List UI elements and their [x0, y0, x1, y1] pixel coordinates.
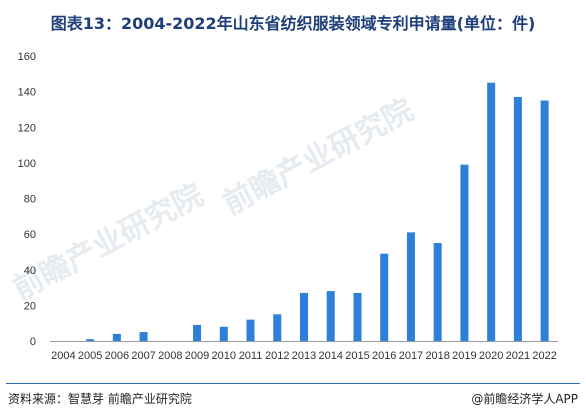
x-tick-label: 2020	[479, 350, 503, 362]
x-tick-label: 2011	[239, 350, 263, 362]
y-tick-label: 140	[18, 87, 36, 99]
x-tick-label: 2004	[51, 350, 75, 362]
bar	[487, 82, 496, 341]
bar	[380, 253, 389, 341]
bar	[433, 243, 442, 341]
x-tick-label: 2012	[265, 350, 289, 362]
bar	[219, 326, 228, 341]
x-tick-label: 2017	[399, 350, 423, 362]
x-tick-label: 2016	[372, 350, 396, 362]
watermark-text: 前瞻产业研究院	[217, 93, 419, 222]
bar	[112, 333, 121, 341]
x-tick-label: 2007	[131, 350, 155, 362]
bar	[246, 319, 255, 341]
y-tick-label: 100	[18, 158, 36, 170]
x-tick-label: 2008	[158, 350, 182, 362]
bar	[326, 291, 335, 341]
watermark-text: 前瞻产业研究院	[7, 178, 209, 307]
y-tick-label: 160	[18, 51, 36, 63]
bar	[273, 314, 282, 341]
x-tick-label: 2006	[105, 350, 129, 362]
chart-title: 图表13：2004-2022年山东省纺织服装领域专利申请量(单位：件)	[50, 14, 536, 33]
bar	[86, 339, 95, 341]
x-tick-label: 2005	[78, 350, 102, 362]
y-tick-label: 120	[18, 122, 36, 134]
y-tick-label: 40	[24, 265, 36, 277]
bar	[353, 292, 362, 341]
x-tick-label: 2019	[452, 350, 476, 362]
bar	[513, 96, 522, 341]
x-tick-label: 2014	[318, 350, 342, 362]
x-tick-label: 2013	[292, 350, 316, 362]
x-tick-label: 2010	[212, 350, 236, 362]
y-tick-labels: 0 20 40 60 80 100 120 140 160	[18, 51, 36, 348]
x-tick-label: 2022	[532, 350, 556, 362]
x-tick-label: 2018	[425, 350, 449, 362]
y-tick-label: 20	[24, 300, 36, 312]
y-tick-label: 0	[30, 336, 36, 348]
source-note: 资料来源：智慧芽 前瞻产业研究院	[8, 392, 192, 406]
bar	[193, 324, 202, 341]
bar	[460, 164, 469, 341]
x-tick-labels: 2004 2005 2006 2007 2008 2009 2010 2011 2012 2013…	[51, 350, 557, 362]
x-tick-label: 2015	[345, 350, 369, 362]
bar	[406, 232, 415, 341]
x-tick-label: 2009	[185, 350, 209, 362]
credit-note: @前瞻经济学人APP	[471, 392, 578, 406]
y-tick-label: 60	[24, 229, 36, 241]
x-tick-label: 2021	[506, 350, 530, 362]
bar	[300, 292, 308, 341]
bars	[86, 82, 549, 341]
bar	[540, 100, 549, 341]
footer-divider	[6, 383, 580, 384]
bar	[139, 332, 148, 341]
y-tick-label: 80	[24, 194, 36, 206]
